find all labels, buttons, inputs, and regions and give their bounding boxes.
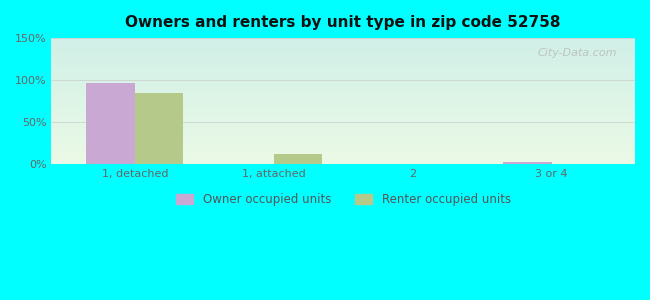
Bar (135, 93, 183, 164)
Legend: Owner occupied units, Renter occupied units: Owner occupied units, Renter occupied un… (171, 188, 515, 211)
Text: City-Data.com: City-Data.com (538, 48, 617, 58)
Title: Owners and renters by unit type in zip code 52758: Owners and renters by unit type in zip c… (125, 15, 561, 30)
Bar (86, 82, 135, 164)
Bar (503, 162, 552, 164)
Bar (274, 154, 322, 164)
